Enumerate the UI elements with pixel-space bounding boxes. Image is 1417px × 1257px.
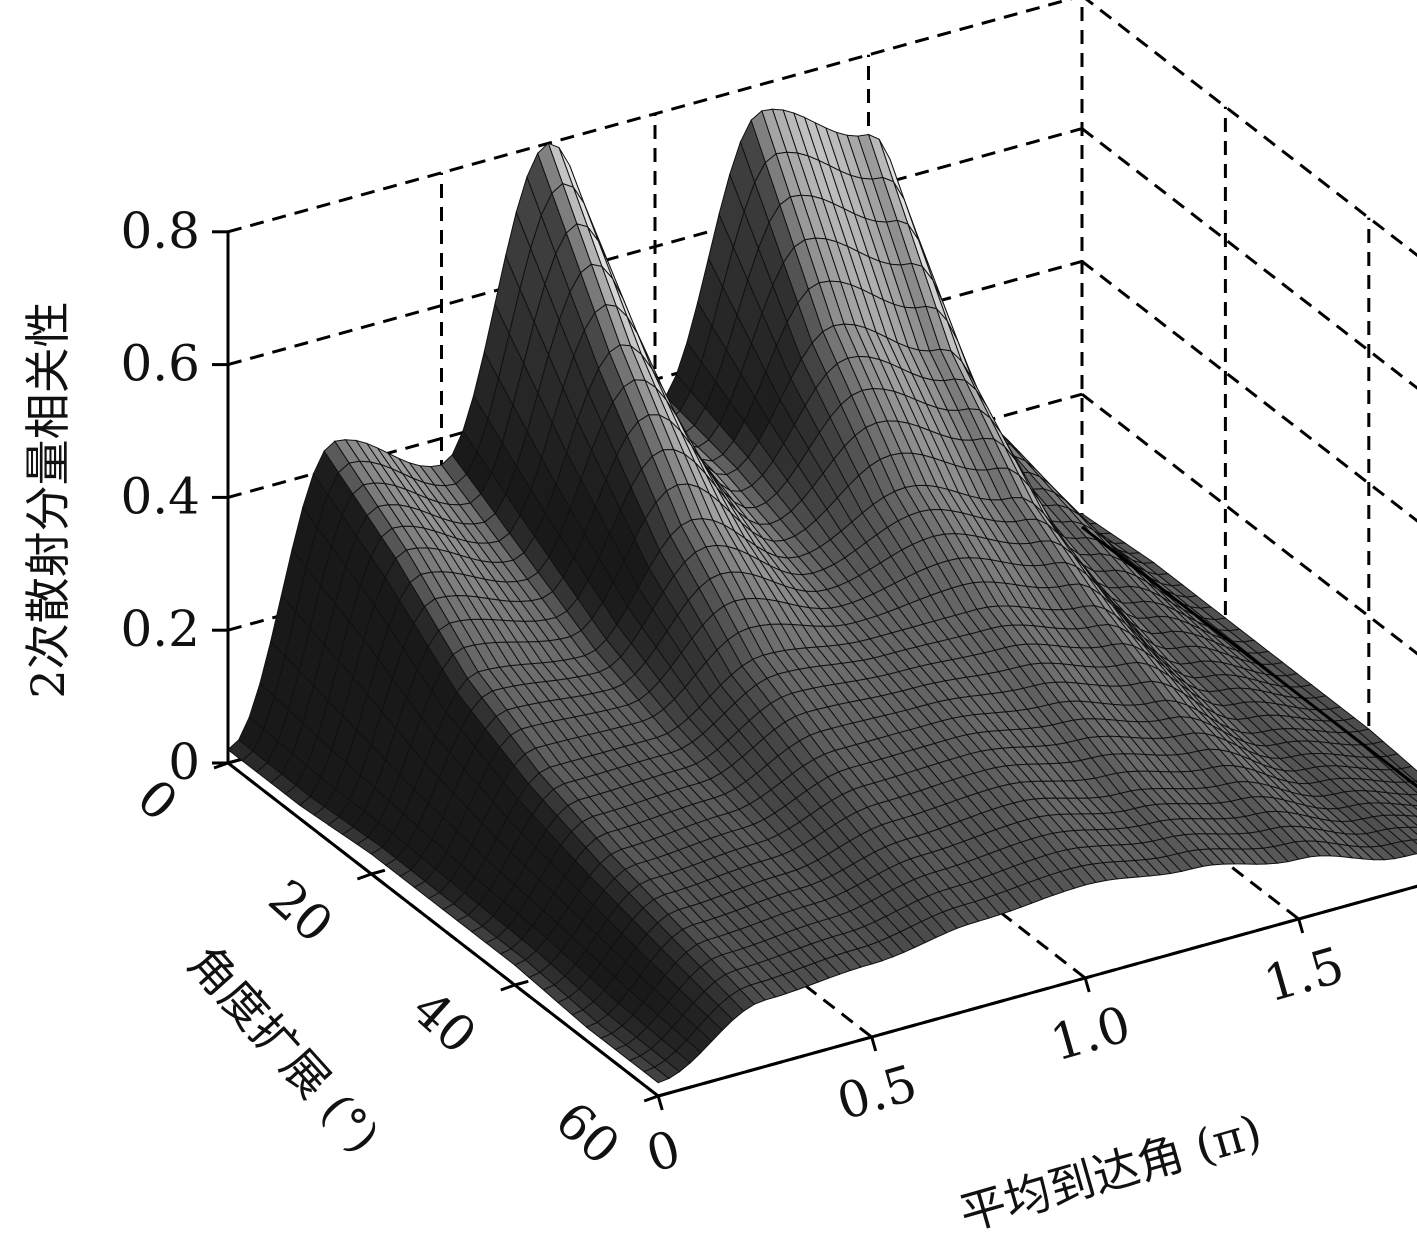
side-wall-gridline — [1081, 127, 1417, 390]
x-tick-mark — [1083, 977, 1091, 993]
x-tick-label: 0 — [640, 1119, 687, 1184]
x-tick-mark — [870, 1036, 878, 1052]
y-tick-label: 40 — [401, 980, 487, 1066]
z-tick-label: 0.4 — [120, 467, 200, 525]
surface-layer — [227, 108, 1417, 1084]
side-wall-gridline — [1081, 260, 1417, 523]
y-tick-mark — [500, 983, 516, 992]
y-axis-label: 角度扩展 (°) — [178, 936, 390, 1164]
z-tick-label: 0 — [168, 733, 200, 791]
z-tick-label: 0.2 — [120, 600, 200, 658]
surface-facet — [642, 1066, 670, 1084]
x-end-line — [1081, 525, 1417, 789]
x-tick-label: 1.0 — [1044, 995, 1136, 1073]
y-axis-line — [227, 761, 660, 1098]
y-tick-mark — [356, 872, 372, 881]
z-tick-label: 0.6 — [120, 335, 200, 393]
x-axis-label: 平均到达角 (π) — [954, 1104, 1268, 1242]
z-axis-label: 2次散射分量相关性 — [21, 301, 75, 698]
x-tick-mark — [1297, 918, 1305, 934]
y-tick-mark — [213, 761, 229, 770]
y-tick-label: 20 — [258, 869, 344, 955]
y-tick-label: 60 — [545, 1091, 631, 1177]
x-tick-mark — [656, 1095, 664, 1111]
side-wall-gridline — [1084, 0, 1417, 258]
z-tick-label: 0.8 — [120, 202, 200, 260]
x-tick-label: 0.5 — [831, 1054, 923, 1132]
y-tick-mark — [643, 1094, 659, 1103]
x-tick-label: 1.5 — [1258, 936, 1350, 1014]
